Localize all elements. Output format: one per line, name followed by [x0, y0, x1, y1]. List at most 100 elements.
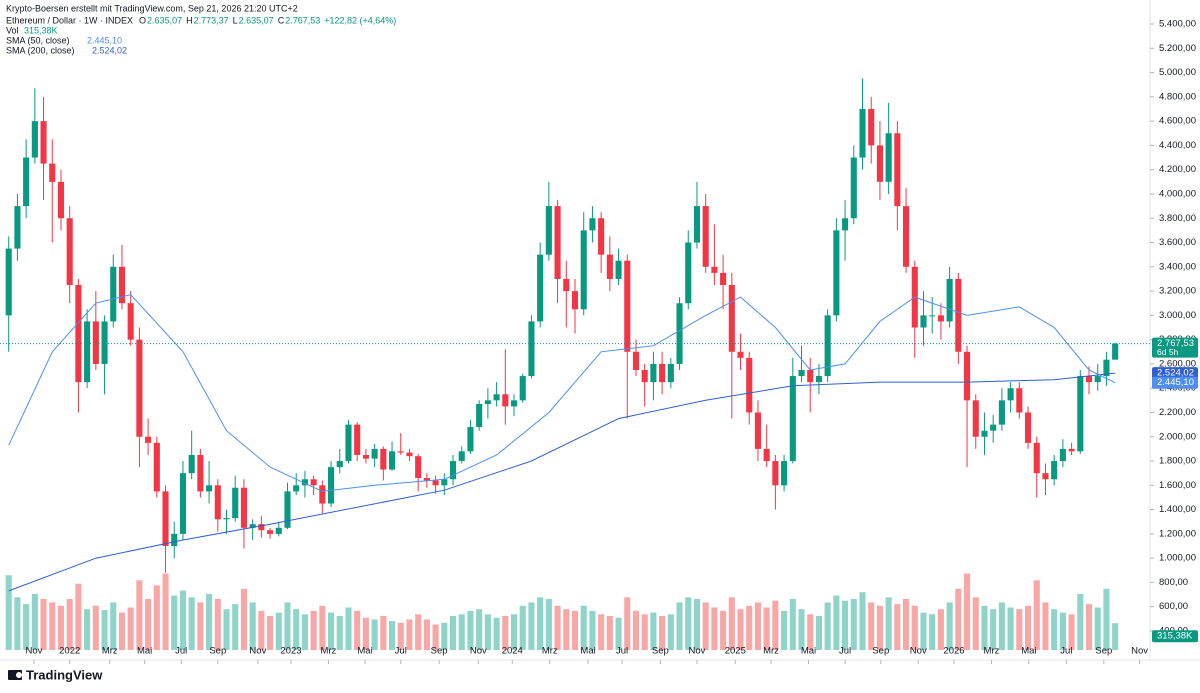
candle-body	[990, 424, 997, 431]
volume-bar	[75, 583, 82, 650]
volume-bar	[145, 599, 152, 650]
candle-body	[563, 278, 570, 292]
volume-bar	[990, 609, 997, 650]
candle-body	[754, 412, 762, 449]
ohlc-label: O	[139, 15, 146, 25]
volume-bar	[807, 614, 814, 650]
candle-body	[127, 303, 134, 340]
volume-bar	[911, 605, 918, 650]
volume-bar	[136, 580, 143, 650]
volume-bar	[336, 616, 343, 650]
last-price-label: 2.767,53	[1157, 338, 1194, 349]
candle-body	[1007, 388, 1014, 401]
candle-body	[624, 260, 631, 352]
x-tick-label: Nov	[249, 646, 266, 657]
candle-body	[824, 315, 831, 377]
candle-body	[1016, 388, 1023, 413]
candle-body	[136, 339, 143, 437]
candle-body	[397, 451, 404, 453]
candle-body	[946, 278, 953, 322]
candle-body	[537, 254, 544, 322]
volume-bar	[92, 605, 99, 650]
volume-bar	[580, 605, 587, 650]
candle-body	[467, 427, 474, 452]
candle-body	[789, 376, 796, 462]
volume-bar	[528, 602, 535, 650]
volume-bar	[920, 612, 927, 650]
candle-body	[972, 400, 979, 437]
brand-name: TradingView	[26, 667, 103, 682]
volume-bar	[563, 609, 570, 650]
candle-body	[310, 479, 317, 486]
x-tick-label: 2023	[280, 646, 301, 657]
candle-body	[5, 248, 12, 316]
candle-body	[206, 485, 213, 492]
volume-bar	[519, 605, 526, 650]
volume-bar	[1103, 588, 1110, 650]
candle-body	[981, 430, 988, 437]
volume-bar	[667, 614, 674, 650]
ohlc-label: L	[233, 15, 238, 25]
y-tick-label: 4.000,00	[1159, 188, 1196, 199]
volume-bar	[406, 619, 413, 650]
volume-bar	[754, 602, 762, 650]
x-tick-label: Mai	[580, 646, 595, 657]
volume-bar	[685, 597, 692, 650]
candle-body	[388, 451, 396, 470]
volume-bar	[885, 597, 892, 650]
candle-body	[728, 285, 735, 352]
x-tick-label: Jul	[175, 646, 187, 657]
x-tick-label: Mai	[357, 646, 372, 657]
x-tick-label: Sep	[872, 646, 889, 657]
volume-bar	[972, 597, 979, 650]
volume-bar	[728, 597, 735, 650]
volume-bar	[171, 595, 178, 650]
candle-body	[528, 321, 535, 377]
volume-bar	[484, 614, 491, 650]
volume-bar	[179, 590, 187, 650]
candle-body	[615, 260, 622, 279]
candle-body	[110, 266, 117, 322]
candle-body	[362, 454, 369, 459]
candle-body	[31, 121, 38, 158]
volume-bar	[868, 602, 875, 650]
volume-bar	[449, 616, 457, 650]
candle-body	[807, 369, 814, 383]
candle-body	[580, 230, 587, 310]
y-tick-label: 2.200,00	[1159, 407, 1196, 418]
brand-logo	[8, 670, 22, 680]
volume-bar	[301, 614, 308, 650]
volume-bar	[1094, 607, 1101, 650]
candle-body	[232, 487, 239, 519]
x-tick-label: Mai	[1021, 646, 1036, 657]
candle-body	[371, 448, 378, 459]
volume-bar	[606, 616, 613, 650]
volume-bar	[789, 599, 796, 650]
y-tick-label: 3.200,00	[1159, 286, 1196, 297]
volume-bar	[23, 604, 30, 650]
volume-bar	[380, 616, 387, 650]
x-tick-label: Jul	[839, 646, 851, 657]
sma-legend: SMA (200, close)	[6, 45, 75, 55]
candle-body	[441, 479, 448, 486]
candle-body	[214, 485, 221, 520]
candle-body	[598, 218, 605, 255]
y-tick-label: 3.600,00	[1159, 237, 1196, 248]
candle-body	[885, 133, 892, 182]
candle-body	[57, 181, 65, 219]
volume-bar	[476, 609, 483, 650]
ohlc-value: 2.767,53	[285, 15, 320, 25]
candle-body	[876, 145, 883, 182]
change: +122,82 (+4,64%)	[324, 15, 396, 25]
volume-bar	[293, 609, 300, 650]
candle-body	[868, 108, 875, 146]
x-tick-label: Nov	[26, 646, 43, 657]
volume-bar	[1068, 614, 1075, 650]
candle-body	[118, 266, 126, 304]
volume-bar	[598, 614, 605, 650]
x-tick-label: Mai	[801, 646, 816, 657]
candle-body	[1059, 448, 1066, 462]
candle-body	[702, 206, 709, 267]
y-tick-label: 1.800,00	[1159, 456, 1196, 467]
